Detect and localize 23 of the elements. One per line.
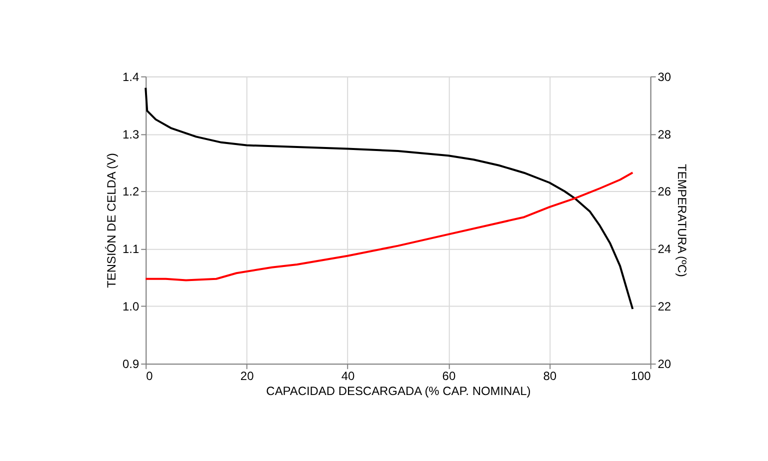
y2-tick-label: 24 xyxy=(658,242,672,256)
y-axis-title: TENSIÓN DE CELDA (V) xyxy=(104,153,119,288)
x-axis-title: CAPACIDAD DESCARGADA (% CAP. NOMINAL) xyxy=(266,384,531,398)
y2-axis-title: TEMPERATURA (ºC) xyxy=(675,164,690,278)
y2-tick-label: 20 xyxy=(658,357,672,372)
y-tick-label: 0.9 xyxy=(122,357,140,372)
y-tick-label: 1.0 xyxy=(122,300,140,314)
line-series xyxy=(144,172,634,282)
x-tick-label: 20 xyxy=(240,369,254,384)
y-tick-label: 1.3 xyxy=(122,127,140,142)
line-series xyxy=(144,86,634,310)
x-tick-label: 0 xyxy=(146,369,154,384)
x-tick-label: 80 xyxy=(543,369,557,384)
y2-tick-label: 22 xyxy=(658,300,672,314)
y-tick-label: 1.2 xyxy=(122,184,140,199)
y2-tick-label: 30 xyxy=(658,70,672,84)
x-tick-label: 60 xyxy=(442,369,456,384)
y2-tick-label: 28 xyxy=(658,127,672,142)
x-tick-label: 40 xyxy=(341,369,355,384)
y-tick-label: 1.4 xyxy=(122,70,140,84)
y2-tick-label: 26 xyxy=(658,184,672,199)
y-tick-label: 1.1 xyxy=(122,242,140,256)
x-tick-label: 100 xyxy=(630,369,652,384)
